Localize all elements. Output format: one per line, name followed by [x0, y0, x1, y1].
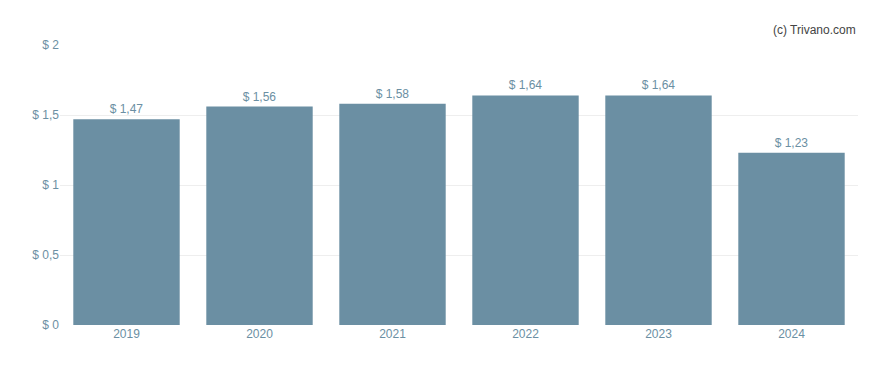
svg-text:2021: 2021	[379, 327, 406, 341]
svg-text:$ 1,64: $ 1,64	[642, 78, 676, 92]
svg-text:$ 1,64: $ 1,64	[509, 78, 543, 92]
svg-text:2019: 2019	[113, 327, 140, 341]
svg-text:2023: 2023	[645, 327, 672, 341]
svg-text:$ 1: $ 1	[42, 178, 59, 192]
svg-text:$ 1,56: $ 1,56	[243, 90, 277, 104]
svg-text:(c) Trivano.com: (c) Trivano.com	[773, 23, 856, 37]
svg-text:$ 1,5: $ 1,5	[32, 108, 59, 122]
svg-text:$ 1,23: $ 1,23	[775, 136, 809, 150]
svg-text:2022: 2022	[512, 327, 539, 341]
svg-text:$ 0,5: $ 0,5	[32, 248, 59, 262]
svg-text:2020: 2020	[246, 327, 273, 341]
svg-text:$ 0: $ 0	[42, 318, 59, 332]
svg-text:$ 2: $ 2	[42, 38, 59, 52]
svg-text:2024: 2024	[778, 327, 805, 341]
svg-text:$ 1,58: $ 1,58	[376, 87, 410, 101]
svg-text:$ 1,47: $ 1,47	[110, 102, 144, 116]
